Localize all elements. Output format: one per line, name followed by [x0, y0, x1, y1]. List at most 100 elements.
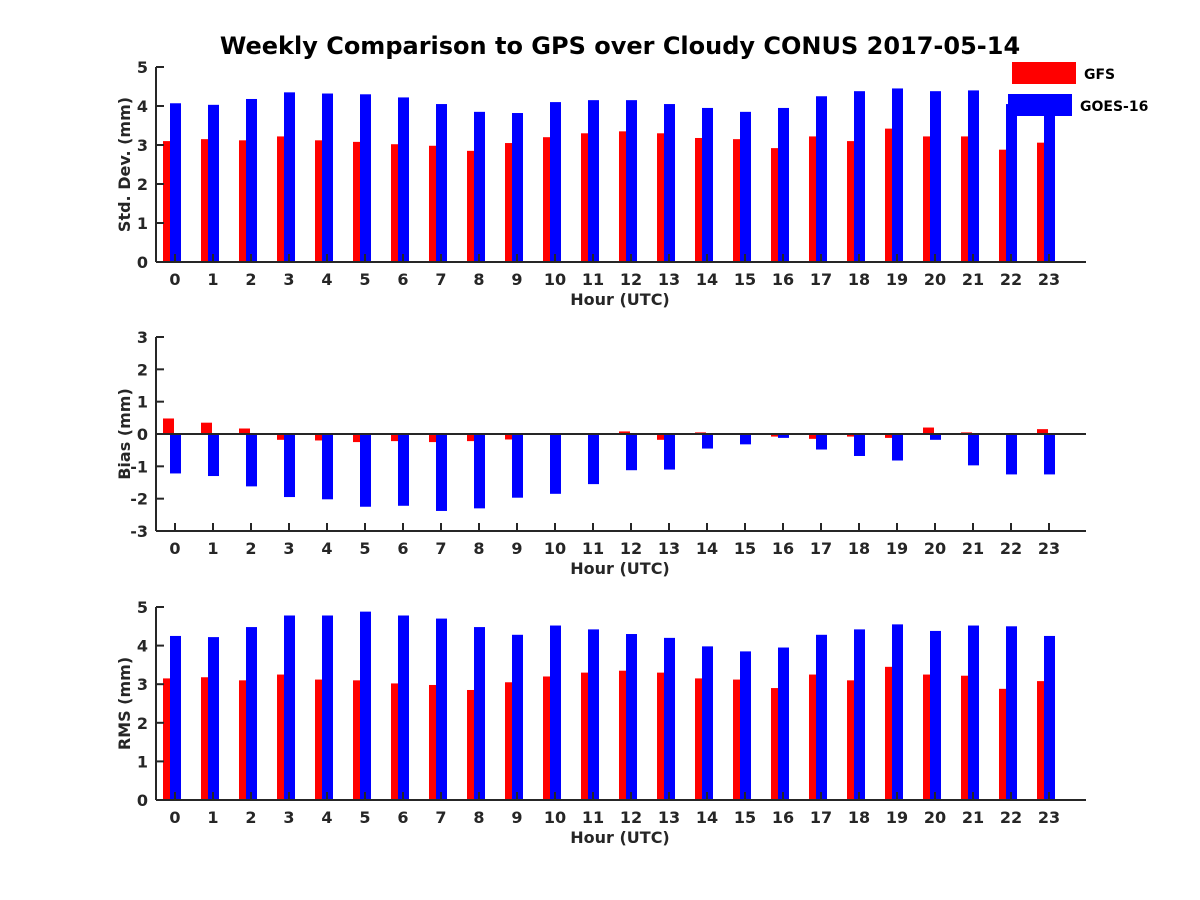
y-tick-label: 2 — [137, 360, 148, 379]
x-tick-label: 0 — [169, 808, 180, 827]
bar-goes-16-10 — [550, 102, 561, 262]
bar-goes-16-6 — [398, 97, 409, 262]
bar-goes-16-5 — [360, 434, 371, 507]
bar-goes-16-12 — [626, 100, 637, 263]
bar-goes-16-18 — [854, 434, 865, 456]
bar-gfs-4 — [315, 679, 326, 800]
legend-label-goes-16: GOES-16 — [1080, 99, 1148, 115]
bar-gfs-20 — [923, 427, 934, 434]
legend-swatch-goes-16 — [1008, 94, 1072, 116]
x-tick-label: 8 — [473, 539, 484, 558]
bar-goes-16-22 — [1006, 434, 1017, 475]
x-tick-label: 18 — [848, 808, 870, 827]
x-tick-label: 14 — [696, 808, 718, 827]
bar-gfs-5 — [353, 141, 364, 262]
x-tick-label: 20 — [924, 539, 946, 558]
bar-goes-16-19 — [892, 624, 903, 800]
x-tick-label: 17 — [810, 808, 832, 827]
bar-gfs-6 — [391, 434, 402, 442]
x-tick-label: 5 — [359, 808, 370, 827]
x-tick-label: 16 — [772, 539, 794, 558]
bar-gfs-10 — [543, 676, 554, 800]
bar-gfs-23 — [1037, 429, 1048, 434]
bar-gfs-11 — [581, 672, 592, 800]
bar-goes-16-21 — [968, 90, 979, 263]
bar-goes-16-7 — [436, 618, 447, 800]
bar-gfs-9 — [505, 682, 516, 800]
x-tick-label: 11 — [582, 539, 604, 558]
x-tick-label: 8 — [473, 808, 484, 827]
bar-goes-16-19 — [892, 88, 903, 262]
bar-goes-16-12 — [626, 434, 637, 471]
bar-gfs-14 — [695, 137, 706, 262]
bar-goes-16-5 — [360, 94, 371, 262]
bar-gfs-7 — [429, 434, 440, 443]
bar-gfs-13 — [657, 434, 668, 440]
y-tick-label: 3 — [137, 675, 148, 694]
bar-goes-16-7 — [436, 434, 447, 511]
bar-goes-16-22 — [1006, 626, 1017, 800]
bar-gfs-19 — [885, 666, 896, 800]
x-tick-label: 2 — [245, 808, 256, 827]
bar-gfs-8 — [467, 150, 478, 262]
y-tick-label: 4 — [137, 637, 148, 656]
x-tick-label: 23 — [1038, 539, 1060, 558]
x-tick-label: 22 — [1000, 270, 1022, 289]
x-tick-label: 6 — [397, 808, 408, 827]
bar-gfs-12 — [619, 670, 630, 800]
x-tick-label: 20 — [924, 270, 946, 289]
y-tick-label: 1 — [137, 393, 148, 412]
x-tick-label: 7 — [435, 808, 446, 827]
bar-goes-16-20 — [930, 630, 941, 800]
bar-gfs-3 — [277, 136, 288, 262]
bar-goes-16-13 — [664, 637, 675, 800]
bar-goes-16-3 — [284, 434, 295, 498]
bar-gfs-16 — [771, 148, 782, 262]
x-tick-label: 18 — [848, 270, 870, 289]
bar-goes-16-19 — [892, 434, 903, 461]
bar-gfs-13 — [657, 672, 668, 800]
bar-goes-16-16 — [778, 107, 789, 262]
bar-goes-16-15 — [740, 651, 751, 800]
bar-gfs-8 — [467, 689, 478, 800]
x-tick-label: 23 — [1038, 270, 1060, 289]
legend-swatch-gfs — [1012, 62, 1076, 84]
bar-gfs-15 — [733, 139, 744, 262]
bar-gfs-10 — [543, 137, 554, 262]
x-tick-label: 9 — [511, 270, 522, 289]
y-tick-label: 5 — [137, 58, 148, 77]
x-tick-label: 9 — [511, 808, 522, 827]
bar-goes-16-4 — [322, 615, 333, 800]
bar-gfs-13 — [657, 133, 668, 262]
bar-gfs-18 — [847, 141, 858, 262]
bar-goes-16-1 — [208, 434, 219, 477]
legend-label-gfs: GFS — [1084, 67, 1115, 83]
x-tick-label: 8 — [473, 270, 484, 289]
x-axis-label: Hour (UTC) — [570, 290, 670, 309]
y-tick-label: 0 — [137, 425, 148, 444]
bar-gfs-5 — [353, 434, 364, 443]
x-tick-label: 3 — [283, 270, 294, 289]
bar-goes-16-6 — [398, 434, 409, 506]
y-tick-label: 4 — [137, 97, 148, 116]
x-tick-label: 10 — [544, 808, 566, 827]
bar-goes-16-14 — [702, 107, 713, 262]
bar-gfs-20 — [923, 136, 934, 262]
x-tick-label: 7 — [435, 270, 446, 289]
bar-goes-16-11 — [588, 629, 599, 800]
bar-goes-16-0 — [170, 103, 181, 263]
bar-goes-16-14 — [702, 434, 713, 449]
bar-gfs-18 — [847, 434, 858, 437]
x-tick-label: 19 — [886, 539, 908, 558]
bar-gfs-21 — [961, 136, 972, 262]
bar-gfs-19 — [885, 434, 896, 438]
bar-goes-16-3 — [284, 92, 295, 262]
bar-goes-16-8 — [474, 111, 485, 262]
bar-goes-16-6 — [398, 615, 409, 800]
bar-goes-16-21 — [968, 434, 979, 466]
bar-goes-16-10 — [550, 434, 561, 494]
x-tick-label: 22 — [1000, 539, 1022, 558]
x-tick-label: 13 — [658, 539, 680, 558]
x-tick-label: 3 — [283, 808, 294, 827]
